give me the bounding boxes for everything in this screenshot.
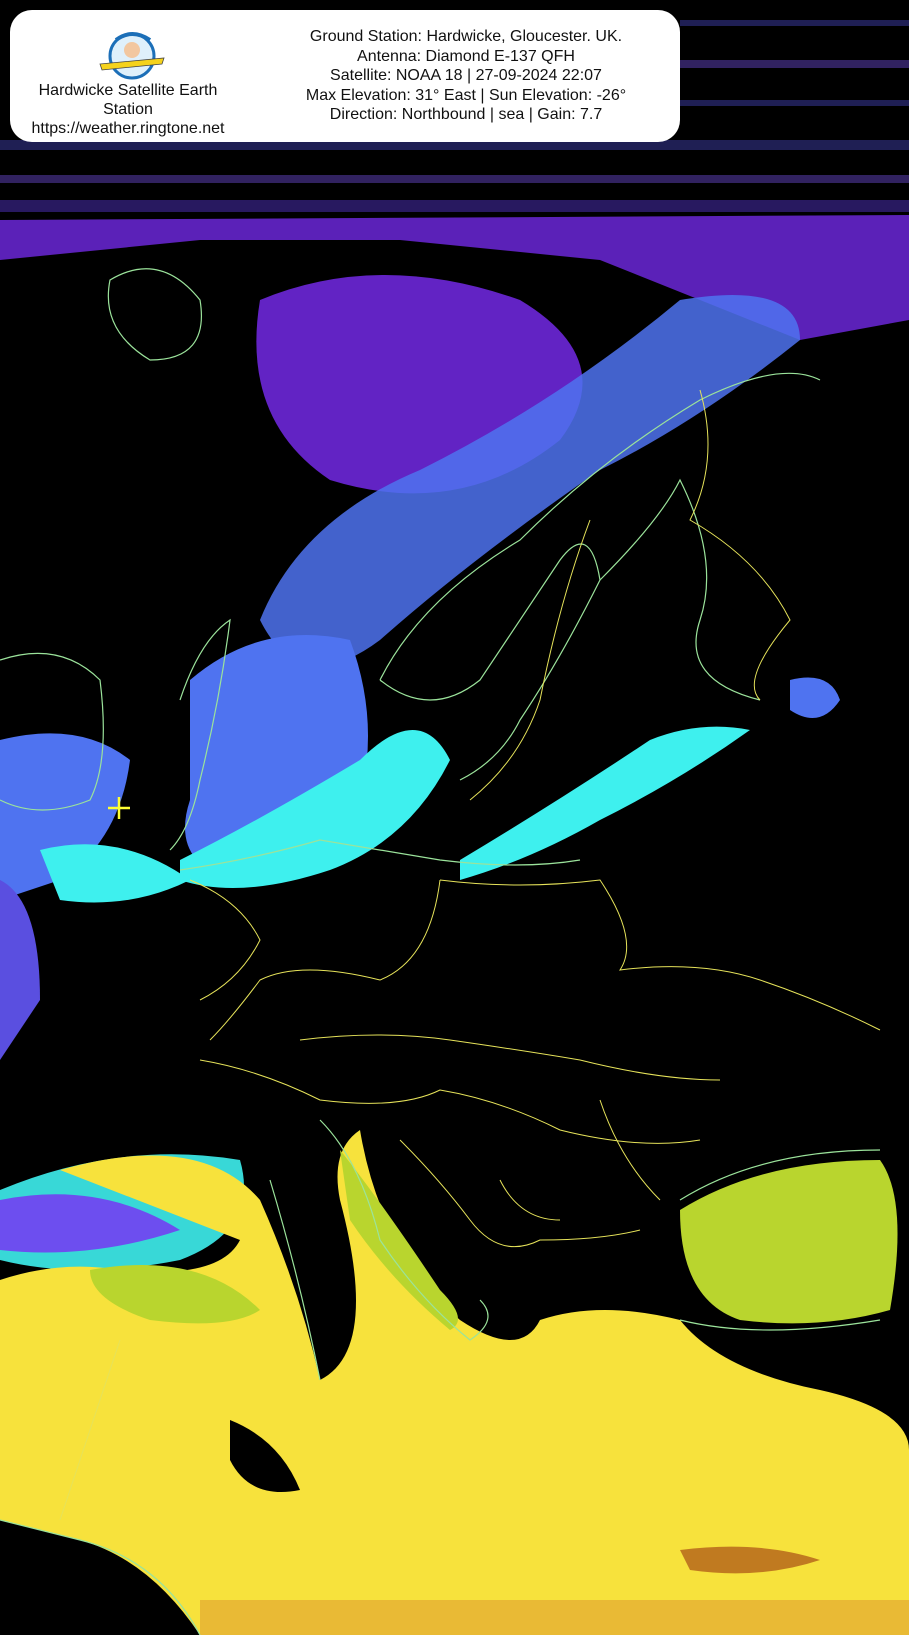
satellite-line: Satellite: NOAA 18 | 27-09-2024 22:07 <box>330 67 602 84</box>
elevation-line: Max Elevation: 31° East | Sun Elevation:… <box>305 86 627 104</box>
ground-station-line: Ground Station: Hardwicke, Gloucester. U… <box>309 28 623 45</box>
cloud-layer <box>0 215 909 1270</box>
station-url[interactable]: https://weather.ringtone.net <box>31 120 225 137</box>
station-info: Hardwicke Satellite Earth Station https:… <box>20 81 236 138</box>
antenna-line: Antenna: Diamond E-137 QFH <box>357 47 575 65</box>
info-card: Hardwicke Satellite Earth Station https:… <box>10 10 680 142</box>
sea-surface <box>0 1130 909 1635</box>
logo-icon <box>99 32 165 80</box>
noise-band <box>0 20 909 212</box>
pass-details: Ground Station: Hardwicke, Gloucester. U… <box>246 27 686 125</box>
coastlines <box>0 268 881 1635</box>
station-name: Hardwicke Satellite Earth Station <box>38 82 218 118</box>
direction-line: Direction: Northbound | sea | Gain: 7.7 <box>329 106 603 123</box>
country-borders <box>59 389 881 1521</box>
crosshair-icon <box>108 797 130 819</box>
